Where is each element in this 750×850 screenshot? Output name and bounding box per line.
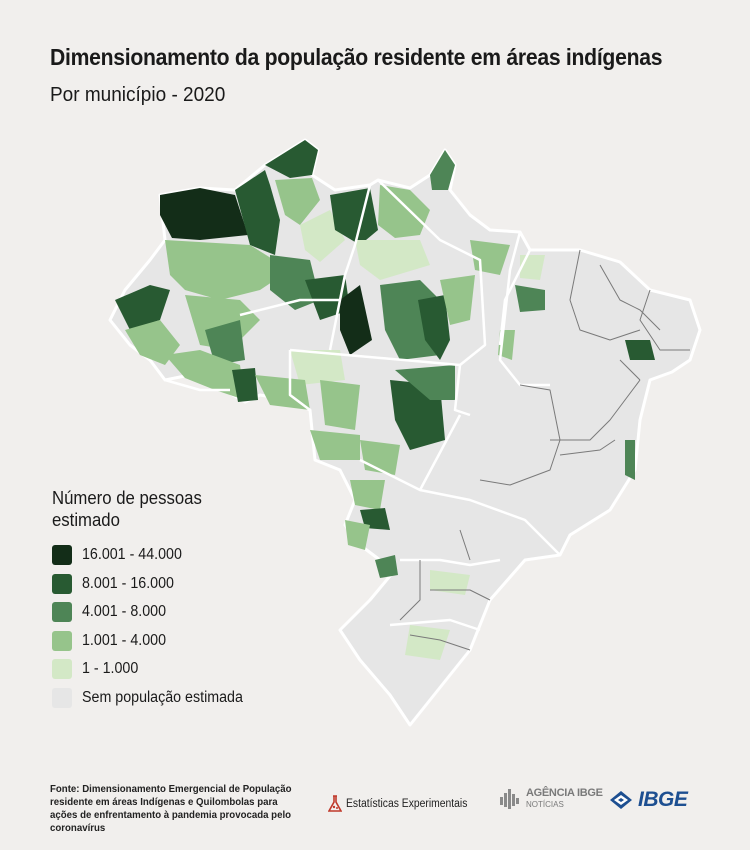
agencia-logo-line2: NOTÍCIAS <box>526 800 564 809</box>
source-note: Fonte: Dimensionamento Emergencial de Po… <box>50 783 292 834</box>
estatisticas-experimentais-logo[interactable]: Estatísticas Experimentais <box>328 795 481 813</box>
area-roraima-north <box>265 140 318 178</box>
area-roraima-south <box>300 210 345 262</box>
legend-item: 8.001 - 16.000 <box>52 570 257 599</box>
legend-swatch <box>52 630 72 651</box>
area-santa-catarina-light <box>430 570 470 595</box>
area-para-central-dark <box>418 295 450 360</box>
legend-label: 16.001 - 44.000 <box>82 546 182 564</box>
legend-swatch <box>52 687 72 708</box>
legend-swatch <box>52 573 72 594</box>
flask-icon <box>328 795 342 812</box>
legend-item: 16.001 - 44.000 <box>52 541 257 570</box>
agencia-bars-icon <box>500 789 519 809</box>
legend-label: 1 - 1.000 <box>82 660 139 678</box>
area-para-east-light <box>440 275 475 325</box>
ibge-emblem-icon <box>610 791 632 809</box>
legend-item: 1 - 1.000 <box>52 655 257 684</box>
agencia-logo-line1: AGÊNCIA IBGE <box>526 787 603 799</box>
area-mato-grosso-north <box>290 350 345 385</box>
legend-item: 1.001 - 4.000 <box>52 627 257 656</box>
area-ms-north <box>350 480 385 510</box>
area-maranhao-center <box>515 285 545 312</box>
legend-swatch <box>52 659 72 680</box>
legend-title: Número de pessoas estimado <box>52 488 202 530</box>
ee-logo-text: Estatísticas Experimentais <box>346 798 468 810</box>
legend-item: 4.001 - 8.000 <box>52 598 257 627</box>
area-mato-grosso-central <box>320 380 360 430</box>
area-amazonas-east <box>270 255 320 310</box>
area-ms-south <box>375 555 398 578</box>
area-amazonas-far-north <box>160 188 248 240</box>
legend-item: Sem população estimada <box>52 684 257 713</box>
area-para-belt <box>355 240 430 280</box>
ibge-logo[interactable]: IBGE <box>608 788 688 812</box>
area-acre-region <box>125 320 180 365</box>
area-mato-grosso-medium <box>395 365 455 400</box>
legend-items: 16.001 - 44.000 8.001 - 16.000 4.001 - 8… <box>52 541 257 712</box>
area-rondonia <box>165 350 245 400</box>
agencia-ibge-logo[interactable]: AGÊNCIA IBGE NOTÍCIAS <box>500 788 603 810</box>
area-mato-grosso-southwest <box>310 430 360 460</box>
area-ms-center <box>345 520 370 550</box>
area-amazonas-southwest <box>115 285 170 330</box>
area-para-north-center <box>378 185 430 238</box>
legend: Número de pessoas estimado 16.001 - 44.0… <box>52 487 257 712</box>
area-rondonia-dark <box>232 368 258 402</box>
legend-label: 4.001 - 8.000 <box>82 603 167 621</box>
area-amapa-north <box>430 150 455 190</box>
municipality-borders <box>399 249 690 651</box>
legend-label: 1.001 - 4.000 <box>82 631 167 649</box>
area-bahia-coast-dark <box>625 440 635 480</box>
page-title: Dimensionamento da população residente e… <box>50 44 663 70</box>
area-amazonas-northeast <box>235 170 280 255</box>
map-area-fills <box>115 140 655 660</box>
legend-swatch <box>52 602 72 623</box>
legend-label: 8.001 - 16.000 <box>82 574 174 592</box>
legend-label: Sem população estimada <box>82 688 243 706</box>
state-borders <box>164 179 561 632</box>
page-subtitle: Por município - 2020 <box>50 84 226 106</box>
area-para-west-darkest <box>340 285 372 355</box>
ibge-logo-text: IBGE <box>638 788 688 811</box>
agencia-logo-text: AGÊNCIA IBGE NOTÍCIAS <box>526 788 603 810</box>
area-roraima-central <box>275 178 320 225</box>
area-amazonas-west-large <box>165 240 290 300</box>
area-amazonas-south-central <box>205 320 245 365</box>
legend-swatch <box>52 545 72 566</box>
area-maranhao-light <box>520 255 545 280</box>
area-pernambuco-dark <box>625 340 655 360</box>
area-parana-south-light <box>405 625 450 660</box>
